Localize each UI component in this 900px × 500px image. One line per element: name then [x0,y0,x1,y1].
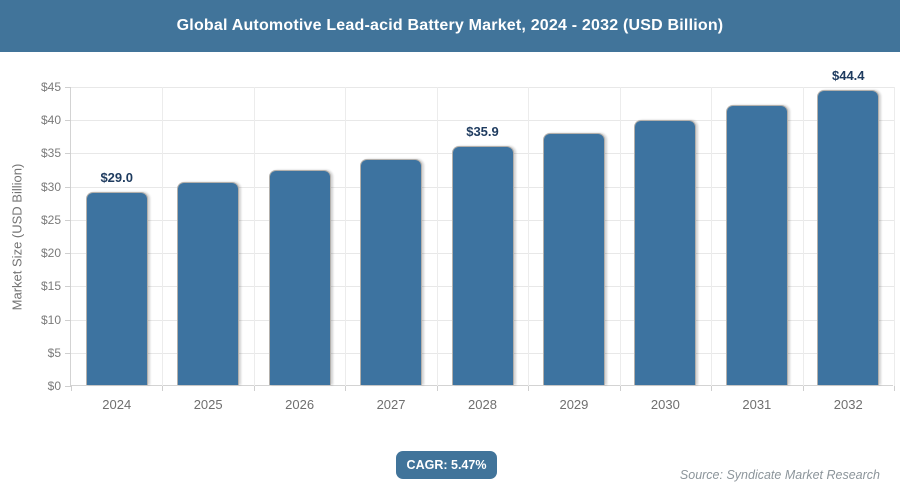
x-tick-label: 2024 [102,397,132,412]
y-tick-mark [65,186,71,188]
x-tick-mark [436,386,438,391]
x-tick-label: 2028 [468,397,497,412]
x-gridline [894,87,895,386]
x-tick-label: 2032 [833,397,863,412]
x-tick-mark [345,386,347,391]
x-tick-mark [253,386,255,391]
bar-2028 [451,146,514,385]
x-gridline [253,87,255,386]
x-tick-mark [528,386,530,391]
x-tick-mark [71,386,72,391]
bar-2029 [542,133,605,385]
x-gridline [528,87,530,386]
y-gridline [71,120,894,122]
bar-2031 [725,105,788,385]
source-attribution: Source: Syndicate Market Research [679,468,880,482]
x-gridline [619,87,621,386]
x-gridline [802,87,804,386]
bar-2025 [177,181,240,385]
y-tick-mark [65,386,71,387]
x-tick-mark [802,386,804,391]
y-tick-label: $15 [40,279,61,294]
x-tick-mark [162,386,164,391]
title-bar: Global Automotive Lead-acid Battery Mark… [0,0,900,52]
y-tick-mark [65,352,71,354]
bar-2027 [360,159,423,385]
y-tick-label: $0 [47,379,61,393]
chart-title: Global Automotive Lead-acid Battery Mark… [176,17,724,34]
y-tick-mark [65,286,71,288]
y-tick-label: $20 [40,246,61,261]
y-tick-mark [65,87,71,88]
bar-2024 [85,192,148,385]
bar-2030 [634,119,697,385]
x-gridline [711,87,713,386]
x-tick-label: 2031 [742,397,772,412]
y-tick-mark [65,219,71,221]
x-tick-label: 2030 [650,397,680,412]
y-tick-label: $40 [40,113,61,128]
x-tick-mark [894,386,895,391]
x-gridline [162,87,164,386]
y-tick-label: $10 [40,312,61,327]
x-tick-mark [619,386,621,391]
y-tick-mark [65,319,71,321]
bar-2032 [817,90,880,385]
bar-2026 [268,170,331,385]
x-gridline [345,87,347,386]
x-tick-label: 2027 [376,397,406,412]
x-tick-label: 2025 [193,397,223,412]
y-tick-mark [65,153,71,155]
y-tick-label: $35 [40,146,61,161]
x-tick-mark [711,386,713,391]
y-gridline [71,87,894,88]
bar-value-label: $35.9 [466,124,499,140]
y-tick-label: $30 [40,179,61,194]
x-tick-label: 2029 [559,397,589,412]
y-tick-label: $45 [40,80,61,94]
bar-value-label: $29.0 [100,170,133,186]
cagr-badge: CAGR: 5.47% [396,451,497,479]
y-tick-label: $5 [47,345,61,360]
x-gridline [436,87,438,386]
y-tick-mark [65,120,71,122]
y-tick-label: $25 [40,212,61,227]
y-tick-mark [65,253,71,255]
x-tick-label: 2026 [285,397,315,412]
plot-area: $0 $5 $10 $15 $20 $25 $30 $35 $40 $45 2024 $29.0 202… [41,68,895,412]
bar-value-label: $44.4 [831,68,865,83]
